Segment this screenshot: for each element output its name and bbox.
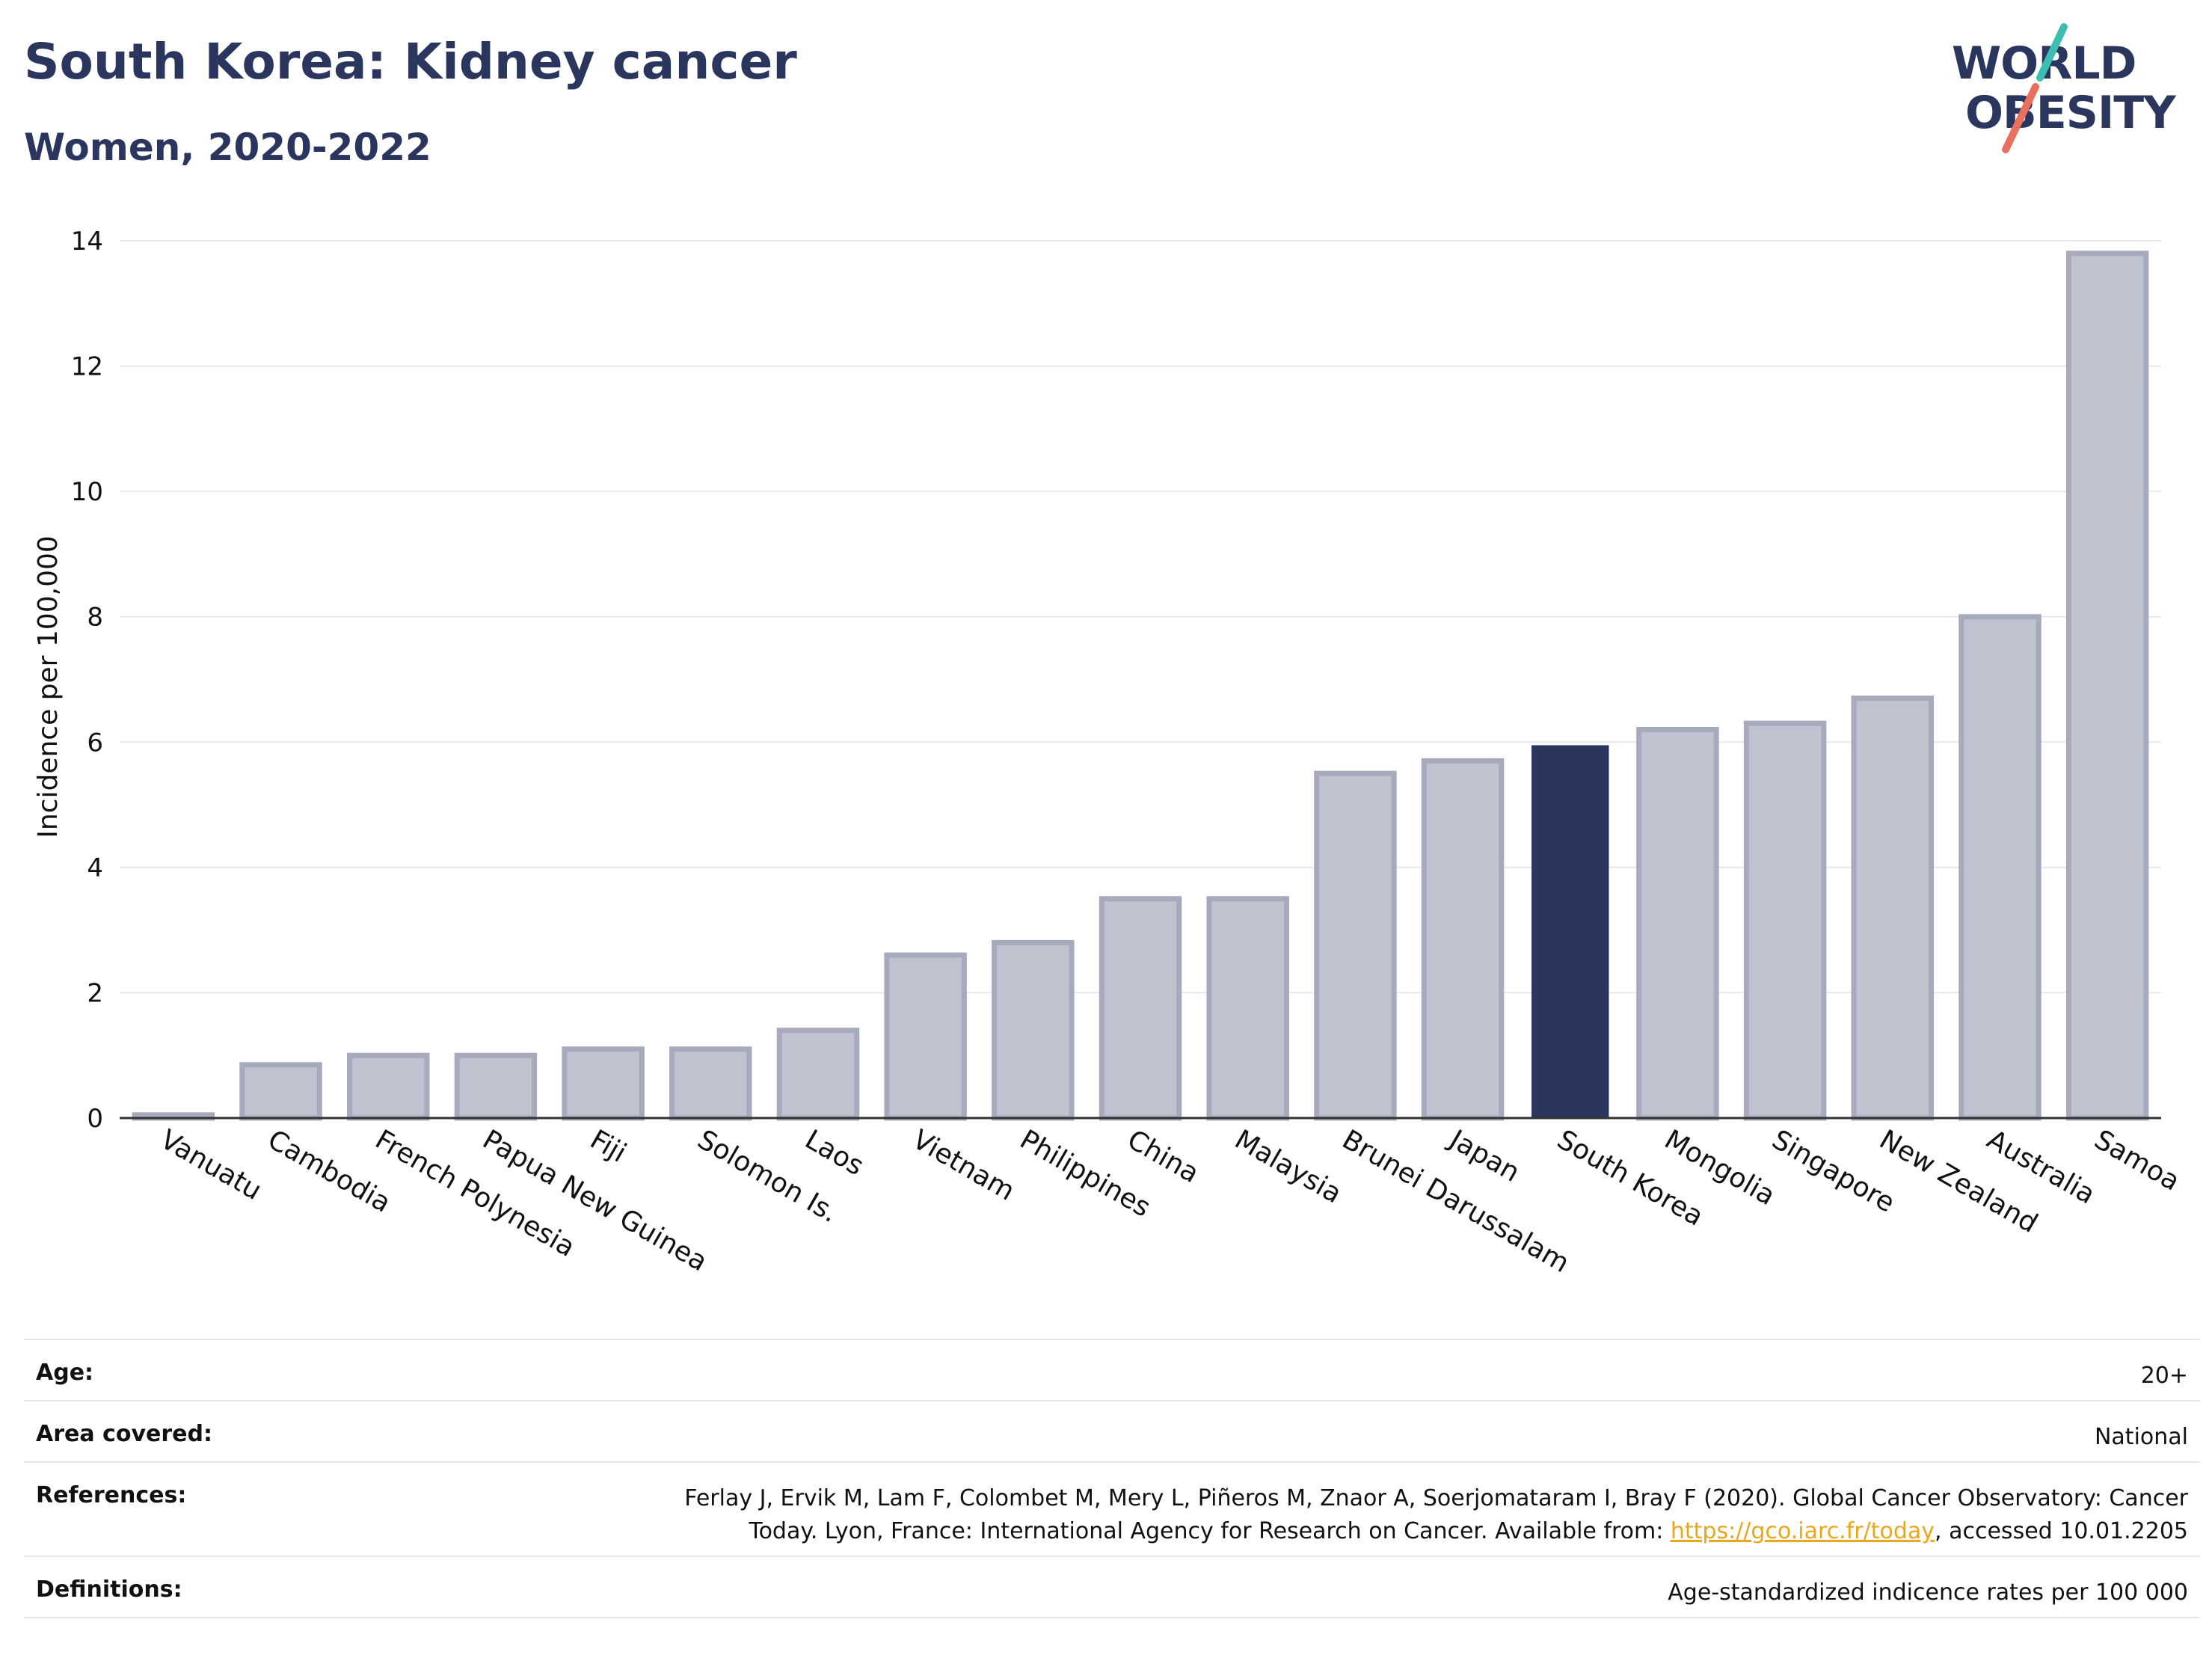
logo-slash-icon — [2002, 23, 2068, 153]
bar-new-zealand — [1851, 696, 1935, 1121]
references-link[interactable]: https://gco.iarc.fr/today — [1670, 1518, 1935, 1544]
bar-philippines — [992, 939, 1075, 1121]
bar-japan — [1421, 758, 1505, 1121]
x-tick-label: Japan — [1443, 1123, 1525, 1188]
bar-australia — [1958, 614, 2042, 1121]
bar-laos — [776, 1028, 860, 1121]
bar-china — [1099, 896, 1182, 1121]
bar-fiji — [562, 1046, 645, 1121]
info-row-area: Area covered: National — [24, 1400, 2200, 1461]
x-tick-label: Laos — [799, 1124, 868, 1182]
references-label: References: — [36, 1482, 187, 1508]
references-text-2: Today. Lyon, France: International Agenc… — [749, 1518, 1671, 1544]
y-tick-label: 8 — [87, 603, 103, 633]
page-title: South Korea: Kidney cancer — [24, 33, 797, 90]
world-obesity-logo: WORLD OBESITY — [1952, 21, 2199, 163]
logo-word-obesity: OBESITY — [1965, 87, 2176, 139]
x-tick-label: Singapore — [1767, 1124, 1900, 1218]
y-tick-label: 2 — [87, 978, 103, 1008]
bar-singapore — [1743, 720, 1827, 1121]
y-tick-label: 0 — [87, 1104, 103, 1134]
y-tick-label: 4 — [87, 853, 103, 883]
x-tick-label: Vietnam — [907, 1124, 1019, 1207]
bar-cambodia — [239, 1062, 322, 1121]
y-tick-label: 10 — [71, 477, 103, 507]
references-value: Ferlay J, Ervik M, Lam F, Colombet M, Me… — [684, 1482, 2188, 1548]
y-tick-label: 6 — [87, 728, 103, 758]
bar-mongolia — [1636, 727, 1719, 1121]
info-row-definitions: Definitions: Age-standardized indicence … — [24, 1556, 2200, 1618]
x-tick-label: China — [1122, 1124, 1205, 1189]
x-tick-label: Samoa — [2089, 1124, 2185, 1197]
x-tick-label: Vanuatu — [155, 1124, 266, 1206]
bar-malaysia — [1206, 896, 1289, 1121]
y-tick-label: 12 — [71, 352, 103, 382]
definitions-label: Definitions: — [36, 1576, 182, 1603]
bar-samoa — [2065, 251, 2149, 1121]
bar-brunei-darussalam — [1314, 770, 1397, 1121]
info-row-references: References: Ferlay J, Ervik M, Lam F, Co… — [24, 1461, 2200, 1556]
y-tick-label: 14 — [71, 227, 103, 257]
info-table: Age: 20+ Area covered: National Referenc… — [24, 1339, 2200, 1618]
bar-french-polynesia — [346, 1052, 430, 1121]
x-tick-label: French Polynesia — [370, 1124, 580, 1263]
bar-vietnam — [884, 952, 967, 1121]
area-label: Area covered: — [36, 1421, 212, 1447]
bar-solomon-is- — [669, 1046, 752, 1121]
y-axis-title: Incidence per 100,000 — [33, 535, 64, 838]
bar-papua-new-guinea — [454, 1052, 538, 1121]
info-row-age: Age: 20+ — [24, 1339, 2200, 1400]
page-subtitle: Women, 2020-2022 — [24, 126, 431, 169]
x-tick-label: Malaysia — [1229, 1124, 1347, 1209]
references-text-3: , accessed 10.01.2205 — [1935, 1518, 2188, 1544]
area-value: National — [2094, 1424, 2188, 1450]
bar-south-korea — [1531, 745, 1609, 1118]
age-value: 20+ — [2140, 1363, 2188, 1389]
references-text-1: Ferlay J, Ervik M, Lam F, Colombet M, Me… — [684, 1485, 2188, 1511]
x-tick-label: Cambodia — [262, 1124, 396, 1219]
definitions-value: Age-standardized indicence rates per 100… — [1668, 1579, 2188, 1606]
x-tick-label: Fiji — [585, 1124, 631, 1169]
age-label: Age: — [36, 1360, 94, 1386]
